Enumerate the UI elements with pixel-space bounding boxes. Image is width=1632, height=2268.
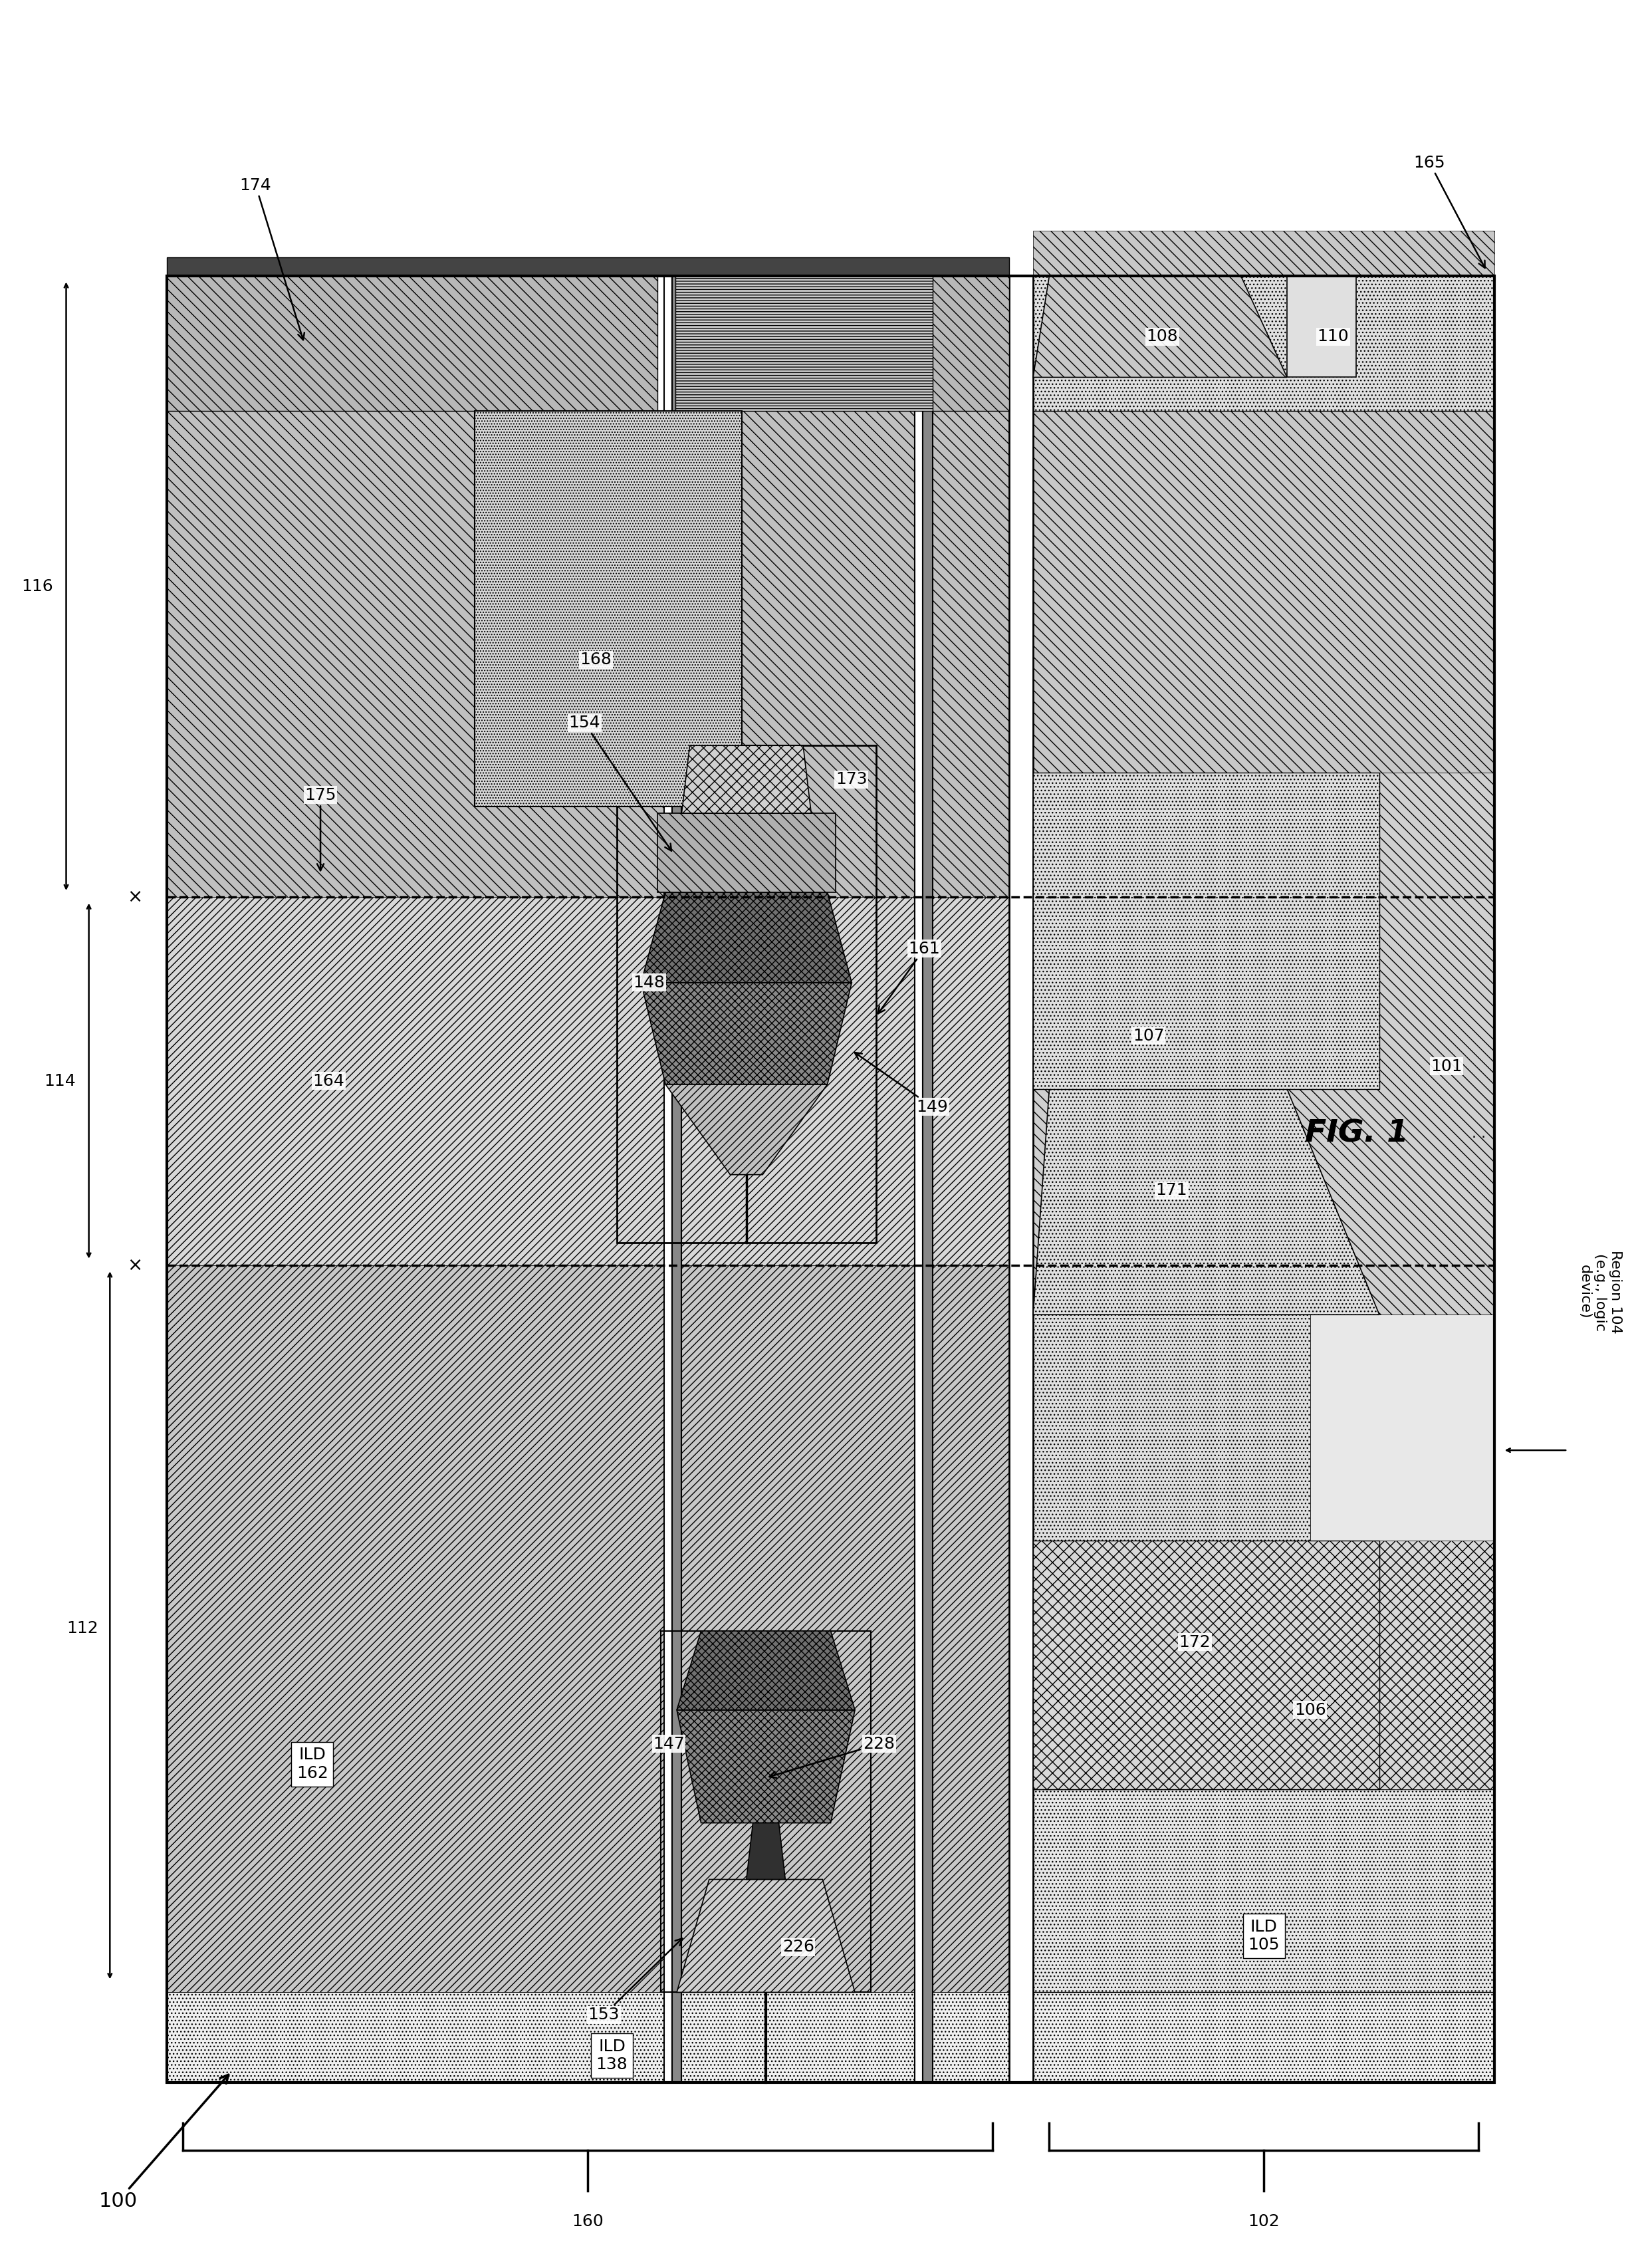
Text: 165: 165 xyxy=(1413,154,1485,268)
Polygon shape xyxy=(677,1880,855,1991)
Bar xyxy=(1310,1315,1495,1540)
Text: Region 104
(e.g., logic
device): Region 104 (e.g., logic device) xyxy=(1578,1250,1622,1334)
Text: $\times$: $\times$ xyxy=(127,1256,142,1275)
Polygon shape xyxy=(682,746,811,814)
Bar xyxy=(1033,1540,1379,1789)
Text: 112: 112 xyxy=(67,1622,98,1637)
Text: 173: 173 xyxy=(836,771,867,787)
Text: 100: 100 xyxy=(98,2075,228,2211)
Bar xyxy=(1033,1315,1310,1540)
Polygon shape xyxy=(677,1710,855,1823)
Bar xyxy=(672,277,682,2082)
Polygon shape xyxy=(658,814,836,891)
Polygon shape xyxy=(641,982,852,1084)
Text: $\times$: $\times$ xyxy=(127,887,142,907)
Text: 174: 174 xyxy=(240,177,305,340)
Text: 101: 101 xyxy=(1431,1059,1462,1075)
Bar xyxy=(932,277,1009,411)
Bar xyxy=(1033,773,1495,1315)
Polygon shape xyxy=(666,1084,827,1175)
Text: . .: . . xyxy=(1472,1127,1485,1141)
Text: 168: 168 xyxy=(579,651,612,667)
Bar xyxy=(617,746,876,1243)
Bar xyxy=(1009,277,1033,2082)
Polygon shape xyxy=(746,1823,785,1880)
Bar xyxy=(916,277,924,2082)
Bar xyxy=(1033,1540,1495,1789)
Polygon shape xyxy=(1033,277,1288,376)
Text: 110: 110 xyxy=(1317,329,1350,345)
Text: 148: 148 xyxy=(633,975,666,991)
Bar xyxy=(166,259,1009,277)
Bar xyxy=(1033,277,1495,411)
Bar xyxy=(661,1631,871,1991)
Text: 171: 171 xyxy=(1155,1182,1188,1198)
Bar xyxy=(664,277,672,2082)
Text: 161: 161 xyxy=(878,941,940,1014)
Bar xyxy=(475,411,741,807)
Text: 164: 164 xyxy=(313,1073,344,1089)
Bar xyxy=(166,411,1009,896)
Bar xyxy=(1033,231,1495,773)
Bar xyxy=(166,1991,1495,2082)
Text: 228: 228 xyxy=(769,1735,894,1778)
Text: 175: 175 xyxy=(305,787,336,871)
Text: 160: 160 xyxy=(571,2214,604,2229)
Text: ILD
105: ILD 105 xyxy=(1248,1919,1279,1953)
Bar xyxy=(1288,277,1356,376)
Text: 114: 114 xyxy=(44,1073,75,1089)
Text: 108: 108 xyxy=(1147,329,1178,345)
Bar xyxy=(166,277,1495,2082)
Bar xyxy=(166,896,1009,1266)
Text: 153: 153 xyxy=(588,1939,682,2023)
Text: 172: 172 xyxy=(1178,1635,1211,1651)
Text: 107: 107 xyxy=(1133,1027,1164,1043)
Bar xyxy=(166,1266,1009,1991)
Bar xyxy=(1033,1789,1495,1991)
Text: ILD
138: ILD 138 xyxy=(596,2039,628,2073)
Text: 116: 116 xyxy=(21,578,52,594)
Text: FIG. 1: FIG. 1 xyxy=(1306,1118,1408,1150)
Text: 106: 106 xyxy=(1294,1701,1325,1717)
Text: 154: 154 xyxy=(568,714,671,851)
Text: 149: 149 xyxy=(855,1052,948,1116)
Polygon shape xyxy=(1033,1089,1379,1315)
Bar xyxy=(166,277,658,411)
Bar xyxy=(676,277,938,411)
Polygon shape xyxy=(641,891,852,982)
Bar xyxy=(1033,773,1379,1089)
Polygon shape xyxy=(677,1631,855,1710)
Text: 226: 226 xyxy=(782,1939,814,1955)
Text: 102: 102 xyxy=(1248,2214,1279,2229)
Text: ILD
162: ILD 162 xyxy=(297,1746,328,1780)
Text: 147: 147 xyxy=(653,1735,684,1751)
Bar xyxy=(924,277,932,2082)
